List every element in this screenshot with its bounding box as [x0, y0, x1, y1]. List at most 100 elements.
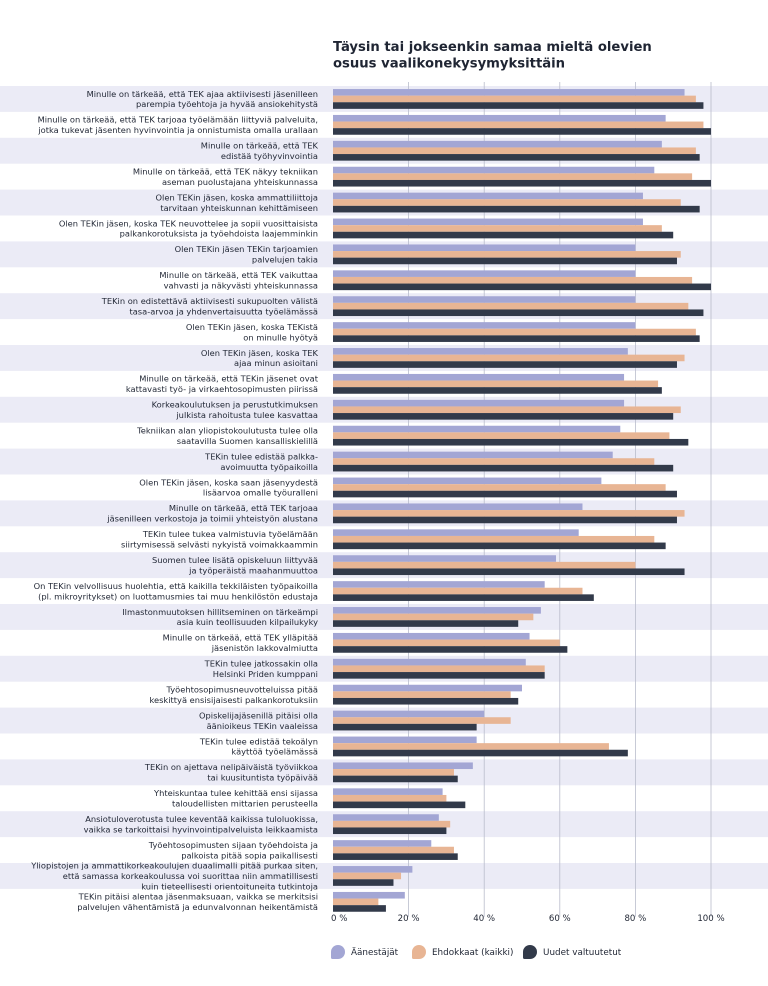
tick-label: 0 %	[331, 914, 347, 924]
category-label: Minulle on tärkeää, että TEK näkyy tekni…	[133, 166, 318, 186]
bar	[333, 503, 583, 511]
category-label-line: Olen TEKin jäsen, koska TEKistä	[186, 322, 318, 332]
category-label-line: Olen TEKin jäsen TEKin tarjoamien	[175, 244, 318, 254]
category-label: Minulle on tärkeää, että TEKin jäsenet o…	[126, 374, 319, 394]
bar	[333, 121, 704, 129]
bar	[333, 820, 451, 828]
category-label-line: Minulle on tärkeää, että TEK tarjoaa työ…	[38, 115, 318, 125]
bar	[333, 840, 432, 847]
chart-title: Täysin tai jokseenkin samaa mieltä olevi…	[333, 40, 652, 72]
bar	[333, 205, 700, 213]
category-label-line: Korkeakoulutuksen ja perustutkimuksen	[152, 400, 318, 410]
category-label-line: kattavasti työ- ja virkaehtosopimusten p…	[126, 384, 318, 394]
category-label-line: Ilmastonmuutoksen hillitseminen on tärke…	[122, 607, 318, 617]
category-label: Olen TEKin jäsen, koska ammattiliittoja t…	[156, 192, 318, 212]
category-label-line: on minulle hyötyä	[243, 332, 318, 342]
category-label-line: siirtymisessä selvästi nykyistä voimakka…	[121, 539, 318, 549]
category-label-line: Olen TEKin jäsen, koska TEK	[201, 348, 319, 358]
bar	[333, 114, 666, 122]
bar	[333, 425, 621, 433]
bar	[333, 691, 511, 698]
tick-label: 60 %	[549, 914, 571, 924]
category-label: TEKin on ajettava nelipäiväistä työviikk…	[144, 762, 318, 782]
bar	[333, 361, 677, 368]
tick-label: 20 %	[398, 914, 420, 924]
category-label-line: Minulle on tärkeää, että TEK	[201, 141, 319, 151]
category-label-line: Minulle on tärkeää, että TEK ajaa aktiiv…	[87, 89, 318, 99]
bar	[333, 529, 579, 536]
category-label-line: Työehtosopimusneuvotteluissa pitää	[165, 684, 318, 694]
category-label-line: lisäarvoa omalle työuralleni	[203, 488, 318, 498]
category-label: TEKin tulee tukea valmistuvia työelämään…	[121, 529, 318, 549]
bar	[333, 710, 485, 718]
category-label: Olen TEKin jäsen, koska TEK neuvottelee …	[59, 218, 318, 238]
category-label-line: äänioikeus TEKin vaaleissa	[207, 721, 318, 731]
category-label-line: ajaa minun asioitani	[234, 358, 318, 368]
bar	[333, 283, 711, 291]
bar	[333, 853, 458, 860]
bar	[333, 225, 662, 232]
category-label-line: kuin tieteellisesti orientoituneita tutk…	[141, 881, 318, 891]
category-label-line: TEKin tulee edistää palkka-	[204, 451, 318, 461]
category-label-line: julkista rahoitusta tulee kasvattaa	[175, 410, 318, 420]
category-label: Olen TEKin jäsen, koska saan jäsenyydest…	[139, 477, 318, 497]
bar	[333, 788, 443, 795]
bar	[333, 335, 700, 342]
bar	[333, 555, 557, 562]
bar	[333, 154, 700, 161]
category-labels: Minulle on tärkeää, että TEK ajaa aktiiv…	[30, 89, 319, 912]
bar	[333, 199, 681, 206]
bar	[333, 380, 659, 388]
bar	[333, 866, 413, 873]
bar	[333, 406, 681, 414]
category-label-line: tasa-arvoa ja yhdenvertaisuutta työelämä…	[129, 306, 318, 316]
tick-label: 80 %	[624, 914, 646, 924]
bar	[333, 769, 454, 776]
legend-label: Uudet valtuutetut	[543, 948, 622, 958]
bar	[333, 140, 662, 148]
category-label-line: että samassa korkeakoulussa voi suoritta…	[63, 871, 318, 881]
bar	[333, 658, 526, 666]
bar	[333, 639, 560, 647]
category-label-line: tai kuusituntista työpäivää	[207, 773, 318, 783]
category-label-line: Suomen tulee lisätä opiskeluun liittyvää	[152, 555, 318, 565]
legend-swatch	[523, 945, 537, 959]
bar	[333, 891, 405, 899]
category-label-line: Minulle on tärkeää, että TEKin jäsenet o…	[139, 374, 319, 384]
bar	[333, 179, 711, 187]
bar	[333, 354, 685, 362]
bar	[333, 846, 454, 854]
bar	[333, 244, 636, 252]
bar	[333, 387, 662, 394]
bar	[333, 399, 625, 407]
bar	[333, 276, 693, 284]
bar	[333, 879, 394, 886]
bar	[333, 814, 439, 821]
bar	[333, 594, 594, 601]
bar	[333, 535, 655, 543]
bar	[333, 587, 583, 595]
category-label-line: On TEKin velvollisuus huolehtia, että ka…	[34, 581, 318, 591]
category-label: TEKin on edistettävä aktiivisesti sukupu…	[101, 296, 318, 316]
category-label-line: Tekniikan alan yliopistokoulutusta tulee…	[136, 425, 318, 435]
bar	[333, 632, 530, 640]
bar	[333, 743, 609, 750]
bar	[333, 542, 666, 550]
bar	[333, 251, 681, 258]
category-label-line: Olen TEKin jäsen, koska saan jäsenyydest…	[139, 477, 318, 487]
category-label: Työehtosopimusten sijaan työehdoista ja p…	[148, 840, 318, 860]
category-label-line: avoimuutta työpaikoilla	[220, 462, 318, 472]
category-label-line: Minulle on tärkeää, että TEK näkyy tekni…	[133, 166, 318, 176]
category-label-line: aseman puolustajana yhteiskunnassa	[162, 177, 318, 187]
category-label: On TEKin velvollisuus huolehtia, että ka…	[34, 581, 318, 601]
category-label-line: Yhteiskuntaa tulee kehittää ensi sijassa	[153, 788, 318, 798]
bar	[333, 827, 447, 835]
category-label-line: Olen TEKin jäsen, koska TEK neuvottelee …	[59, 218, 318, 228]
category-label-line: taloudellisten mittarien perusteella	[172, 798, 318, 808]
category-label-line: palvelujen vähentämistä ja edunvalvonnan…	[77, 902, 318, 912]
category-label: Yhteiskuntaa tulee kehittää ensi sijassa…	[153, 788, 318, 808]
bar	[333, 516, 677, 524]
category-label-line: vahvasti ja näkyvästi yhteiskunnassa	[164, 280, 318, 290]
bar	[333, 373, 625, 381]
bar	[333, 581, 545, 588]
